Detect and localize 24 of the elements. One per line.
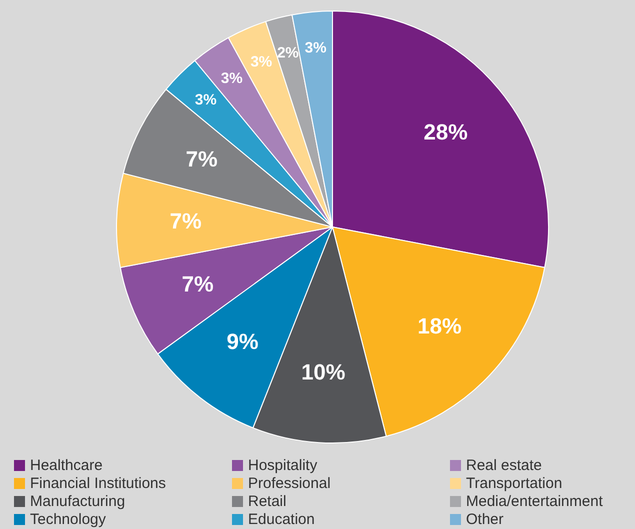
legend-label: Other xyxy=(466,510,504,528)
legend-label: Transportation xyxy=(466,474,562,492)
data-label: 3% xyxy=(220,70,243,87)
legend-label: Professional xyxy=(248,474,331,492)
data-label: 28% xyxy=(424,119,468,144)
data-label: 7% xyxy=(170,208,202,234)
data-label: 10% xyxy=(301,360,346,385)
legend-label: Media/entertainment xyxy=(466,492,603,510)
legend-label: Financial Institutions xyxy=(30,474,166,492)
data-label: 3% xyxy=(194,91,217,108)
data-label: 18% xyxy=(418,314,462,339)
legend-label: Real estate xyxy=(466,456,542,474)
legend-label: Manufacturing xyxy=(30,492,126,510)
legend-label: Technology xyxy=(30,510,106,528)
data-label: 3% xyxy=(250,54,272,71)
data-label: 3% xyxy=(304,40,326,57)
data-label: 7% xyxy=(186,146,218,172)
data-label: 2% xyxy=(277,44,299,62)
legend-label: Hospitality xyxy=(248,456,318,474)
data-label: 9% xyxy=(226,329,258,354)
legend-label: Retail xyxy=(248,492,286,510)
legend-label: Healthcare xyxy=(30,456,103,474)
data-label: 7% xyxy=(182,271,214,296)
legend-label: Education xyxy=(248,510,315,528)
